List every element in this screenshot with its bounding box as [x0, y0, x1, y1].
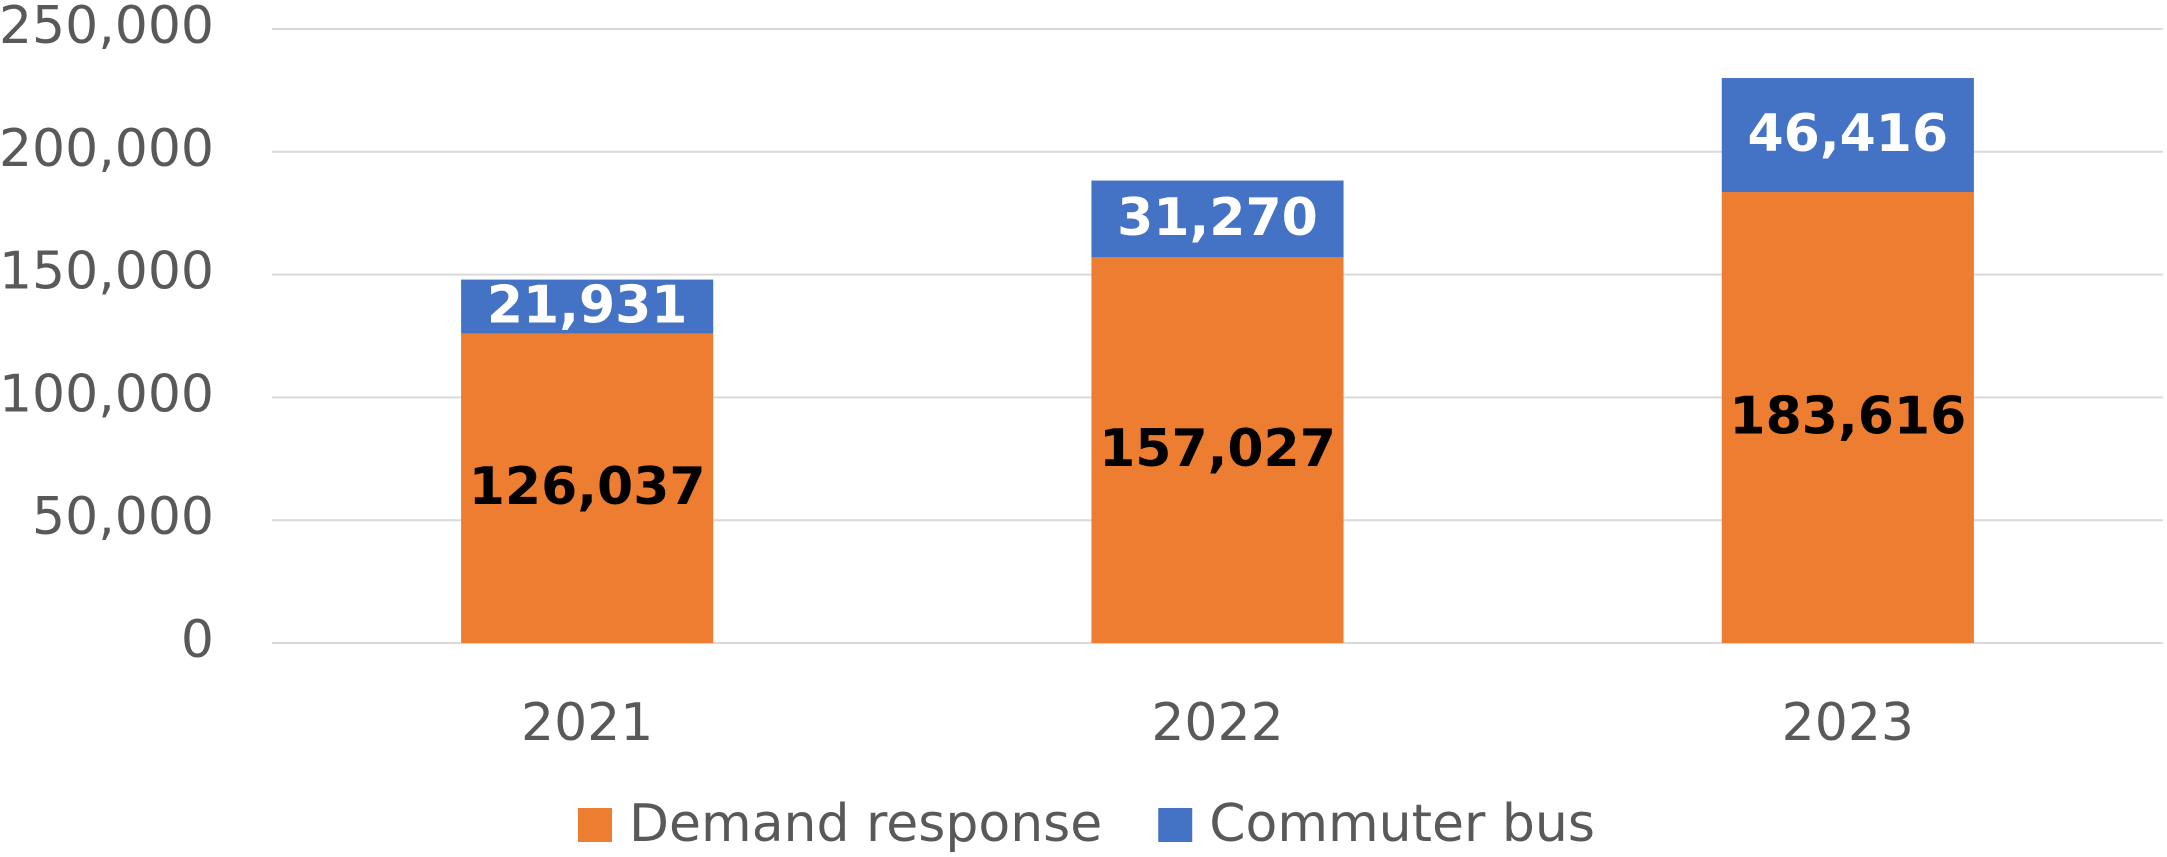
bar-segment — [461, 279, 714, 334]
data-label: 126,037 — [469, 457, 706, 517]
data-label: 183,616 — [1729, 387, 1966, 447]
data-label: 31,270 — [1117, 188, 1318, 248]
bar-segment — [461, 333, 714, 643]
x-tick-label: 2022 — [1151, 693, 1283, 753]
legend-swatch — [1158, 808, 1193, 842]
x-tick-label: 2023 — [1782, 693, 1914, 753]
data-label: 46,416 — [1747, 104, 1948, 164]
legend-label: Demand response — [629, 794, 1102, 854]
legend-swatch — [578, 808, 612, 842]
y-tick-label: 150,000 — [0, 242, 214, 302]
data-label: 157,027 — [1099, 419, 1336, 479]
data-label: 21,931 — [487, 276, 688, 336]
bar-segment — [1721, 78, 1974, 193]
y-tick-label: 0 — [181, 610, 214, 670]
y-tick-label: 200,000 — [0, 119, 214, 179]
y-tick-label: 250,000 — [0, 0, 214, 56]
bar-segment — [1091, 180, 1344, 258]
y-tick-label: 100,000 — [0, 364, 214, 424]
x-tick-label: 2021 — [521, 693, 653, 753]
bar-segment — [1721, 192, 1974, 643]
y-tick-label: 50,000 — [32, 487, 214, 547]
legend-label: Commuter bus — [1209, 794, 1595, 854]
bar-segment — [1091, 257, 1344, 643]
